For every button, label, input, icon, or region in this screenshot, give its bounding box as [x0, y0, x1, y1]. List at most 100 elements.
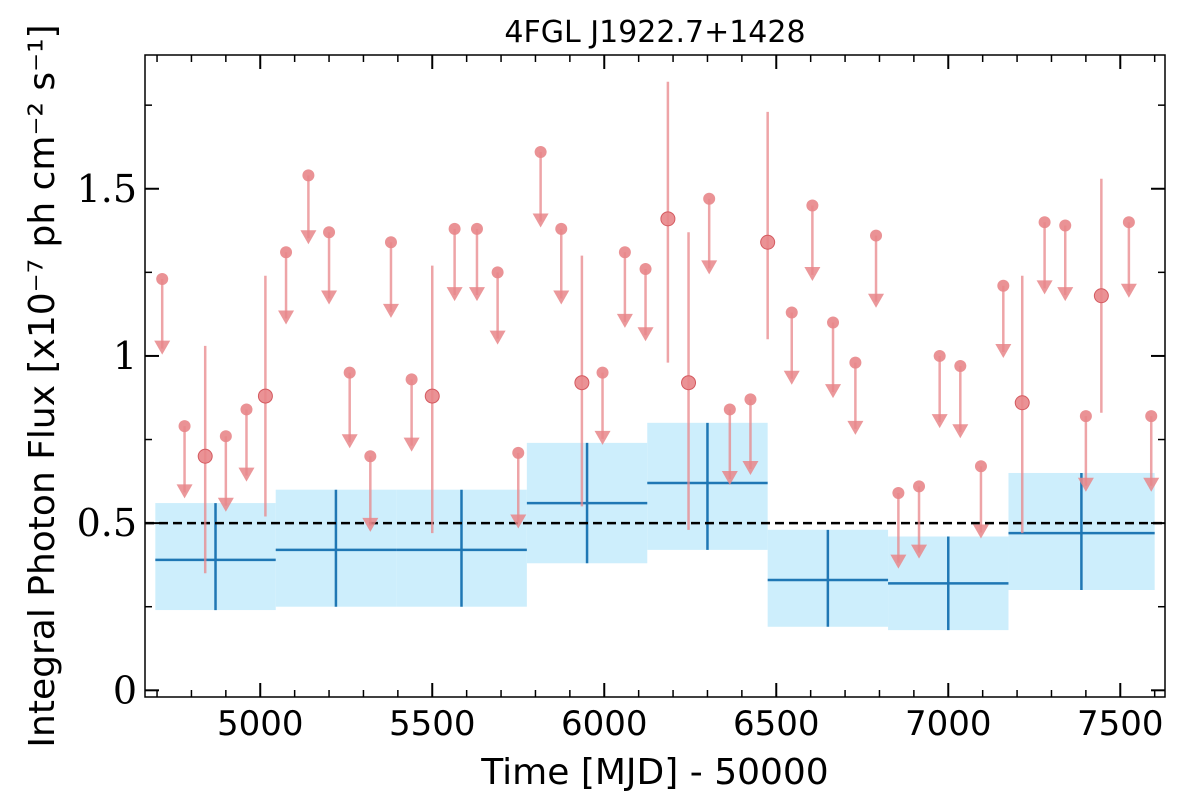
upper-limit-arrow	[1143, 477, 1160, 492]
y-tick-label: 0	[113, 668, 137, 712]
upper-limit-point	[827, 316, 840, 329]
x-axis-ticks: 5000 5500 6000 6500 7000 7500	[156, 55, 1164, 744]
upper-limit-point	[512, 446, 525, 459]
detection-point	[760, 234, 776, 250]
upper-limit-point	[974, 460, 987, 473]
upper-limit-point	[703, 192, 716, 205]
upper-limit-point	[405, 373, 418, 386]
upper-limit-point	[384, 236, 397, 249]
upper-limit-point	[1038, 216, 1051, 229]
upper-limit-point	[178, 420, 191, 433]
upper-limit-arrow	[238, 467, 255, 482]
upper-limit-point	[219, 430, 232, 443]
upper-limit-arrow	[362, 517, 379, 532]
upper-limit-point	[240, 403, 253, 416]
upper-limit-arrow	[489, 330, 506, 345]
upper-limit-point	[870, 229, 883, 242]
upper-limit-arrow	[701, 260, 718, 275]
upper-limit-arrow	[742, 460, 759, 475]
upper-limit-arrow	[972, 524, 989, 539]
upper-limit-point	[954, 359, 967, 372]
upper-limit-arrow	[616, 313, 633, 328]
upper-limit-arrow	[868, 293, 885, 308]
upper-limit-arrow	[952, 424, 969, 439]
upper-limit-arrow	[890, 554, 907, 569]
upper-limit-arrow	[403, 437, 420, 452]
detection-point	[1014, 395, 1030, 411]
upper-limit-arrow	[931, 414, 948, 429]
upper-limit-arrow	[721, 471, 738, 485]
detection-point	[257, 388, 273, 404]
upper-limit-point	[849, 356, 862, 369]
y-axis-label: Integral Photon Flux [x10⁻⁷ ph cm⁻² s⁻¹]	[22, 24, 63, 747]
upper-limit-point	[744, 393, 757, 406]
upper-limit-point	[280, 246, 293, 259]
long-bin-bands	[155, 422, 1155, 631]
chart-title: 4FGL J1922.7+1428	[504, 15, 805, 50]
upper-limit-point	[555, 222, 568, 235]
upper-limit-arrow	[341, 434, 358, 449]
y-tick-label: 0.5	[77, 501, 137, 545]
upper-limit-point	[534, 145, 547, 158]
upper-limit-point	[470, 222, 483, 235]
upper-limit-point	[997, 279, 1010, 292]
upper-limit-arrow	[278, 310, 295, 325]
upper-limit-point	[302, 169, 315, 182]
x-tick-label: 7000	[905, 704, 992, 744]
x-tick-label: 5500	[389, 704, 476, 744]
upper-limit-arrow	[176, 484, 193, 499]
upper-limit-point	[343, 366, 356, 379]
upper-limit-point	[1122, 216, 1135, 229]
y-axis-ticks: 0 0.5 1 1.5	[77, 104, 1165, 712]
upper-limit-arrow	[321, 290, 338, 305]
x-tick-label: 6500	[733, 704, 820, 744]
upper-limit-point	[1059, 219, 1072, 232]
upper-limit-arrow	[847, 420, 864, 435]
x-tick-label: 7500	[1077, 704, 1164, 744]
upper-limit-point	[639, 263, 652, 275]
upper-limit-point	[596, 366, 609, 379]
upper-limit-point	[785, 306, 798, 319]
y-tick-label: 1	[113, 334, 137, 378]
x-axis-label: Time [MJD] - 50000	[480, 752, 828, 793]
upper-limit-point	[913, 480, 926, 493]
upper-limit-point	[364, 450, 377, 463]
upper-limit-arrow	[1036, 280, 1053, 295]
upper-limit-point	[323, 226, 336, 239]
detection-point	[1093, 288, 1109, 304]
upper-limit-arrow	[1077, 477, 1094, 492]
upper-limit-point	[448, 222, 461, 235]
detection-point	[660, 211, 676, 227]
upper-limit-arrow	[804, 267, 821, 282]
x-tick-label: 6000	[561, 704, 648, 744]
upper-limit-point	[1079, 410, 1092, 423]
detection-point	[197, 448, 213, 464]
upper-limit-arrow	[783, 370, 800, 385]
upper-limit-point	[933, 349, 946, 362]
upper-limit-arrow	[553, 290, 570, 305]
y-tick-label: 1.5	[77, 167, 137, 211]
upper-limit-arrow	[510, 514, 527, 529]
detection-point	[681, 375, 697, 391]
detection-point	[574, 375, 590, 391]
detection-point	[424, 388, 440, 404]
upper-limit-arrow	[532, 213, 549, 228]
x-tick-label: 5000	[217, 704, 304, 744]
upper-limit-point	[806, 199, 819, 212]
upper-limit-arrow	[825, 384, 842, 399]
upper-limit-arrow	[217, 497, 234, 512]
upper-limit-arrow	[468, 287, 485, 302]
plot-frame	[144, 54, 1166, 698]
upper-limit-arrow	[637, 327, 654, 342]
upper-limit-point	[723, 403, 736, 416]
upper-limit-point	[892, 487, 905, 500]
upper-limit-arrow	[1120, 283, 1137, 298]
upper-limit-arrow	[300, 230, 317, 245]
upper-limit-arrow	[1057, 287, 1074, 302]
upper-limit-arrow	[154, 340, 171, 355]
short-bin-markers	[154, 81, 1160, 574]
upper-limit-arrow	[911, 544, 928, 559]
upper-limit-point	[618, 246, 631, 259]
long-bin-markers	[155, 422, 1155, 631]
